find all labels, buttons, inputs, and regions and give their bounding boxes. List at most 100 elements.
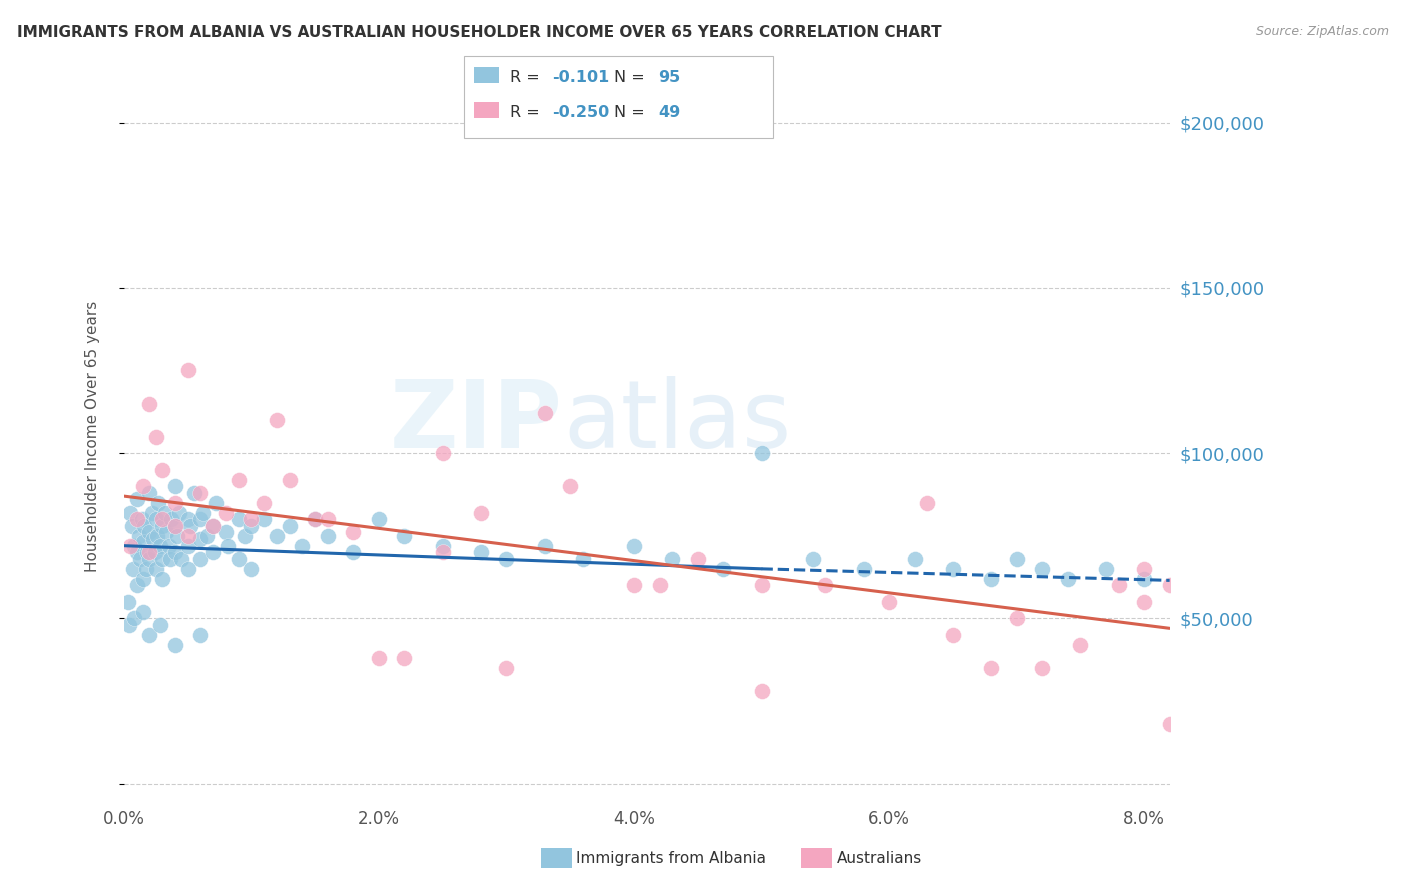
Point [1133, 595, 1156, 609]
Point [215, 506, 238, 520]
Point [150, 519, 173, 533]
Point [711, 562, 734, 576]
Point [877, 595, 900, 609]
Point [1133, 562, 1156, 576]
Point [138, 396, 160, 410]
Point [179, 519, 201, 533]
Point [368, 512, 391, 526]
Point [316, 512, 339, 526]
Point [253, 512, 276, 526]
Point [150, 512, 173, 526]
Text: 95: 95 [658, 70, 681, 86]
Point [121, 562, 143, 576]
Point [304, 512, 326, 526]
Point [648, 578, 671, 592]
Point [125, 578, 148, 592]
Text: Australians: Australians [837, 851, 922, 865]
Point [218, 539, 240, 553]
Point [801, 552, 824, 566]
Point [623, 539, 645, 553]
Text: Immigrants from Albania: Immigrants from Albania [576, 851, 766, 865]
Point [202, 545, 225, 559]
Point [163, 519, 186, 533]
Point [852, 562, 875, 576]
Point [163, 545, 186, 559]
Point [240, 519, 263, 533]
Point [942, 562, 965, 576]
Text: R =: R = [510, 70, 546, 86]
Point [942, 628, 965, 642]
Point [190, 512, 212, 526]
Point [202, 519, 225, 533]
Point [240, 562, 263, 576]
Point [1069, 638, 1091, 652]
Point [120, 539, 142, 553]
Point [291, 539, 314, 553]
Point [304, 512, 326, 526]
Point [980, 572, 1002, 586]
Point [142, 532, 165, 546]
Point [150, 572, 173, 586]
Point [176, 529, 198, 543]
Point [432, 545, 454, 559]
Text: R =: R = [510, 105, 546, 120]
Point [394, 651, 416, 665]
Point [1056, 572, 1078, 586]
Text: -0.101: -0.101 [553, 70, 610, 86]
Point [1031, 661, 1053, 675]
Point [661, 552, 683, 566]
Point [118, 618, 141, 632]
Point [278, 473, 301, 487]
Point [432, 539, 454, 553]
Text: N =: N = [614, 70, 651, 86]
Point [163, 519, 186, 533]
Point [903, 552, 925, 566]
Point [228, 512, 250, 526]
Point [138, 552, 160, 566]
Point [572, 552, 595, 566]
Point [135, 545, 157, 559]
Point [176, 562, 198, 576]
Point [129, 552, 152, 566]
Point [814, 578, 837, 592]
Point [316, 529, 339, 543]
Point [125, 492, 148, 507]
Point [183, 485, 205, 500]
Point [153, 506, 176, 520]
Point [150, 463, 173, 477]
Point [134, 519, 156, 533]
Point [132, 535, 155, 549]
Point [125, 512, 148, 526]
Point [149, 618, 172, 632]
Point [342, 525, 364, 540]
Point [138, 485, 160, 500]
Text: atlas: atlas [564, 376, 792, 468]
Point [138, 628, 160, 642]
Point [342, 545, 364, 559]
Point [166, 529, 188, 543]
Point [122, 611, 145, 625]
Point [253, 496, 276, 510]
Point [495, 661, 517, 675]
Point [117, 595, 139, 609]
Point [560, 479, 582, 493]
Text: -0.250: -0.250 [553, 105, 610, 120]
Point [1108, 578, 1130, 592]
Text: 49: 49 [658, 105, 681, 120]
Point [470, 506, 492, 520]
Point [131, 512, 153, 526]
Point [980, 661, 1002, 675]
Point [159, 552, 181, 566]
Point [132, 479, 155, 493]
Point [191, 506, 214, 520]
Point [128, 529, 150, 543]
Point [1133, 572, 1156, 586]
Text: Source: ZipAtlas.com: Source: ZipAtlas.com [1256, 25, 1389, 38]
Point [233, 529, 256, 543]
Point [149, 539, 172, 553]
Point [190, 552, 212, 566]
Point [533, 407, 555, 421]
Point [495, 552, 517, 566]
Point [195, 529, 218, 543]
Point [190, 485, 212, 500]
